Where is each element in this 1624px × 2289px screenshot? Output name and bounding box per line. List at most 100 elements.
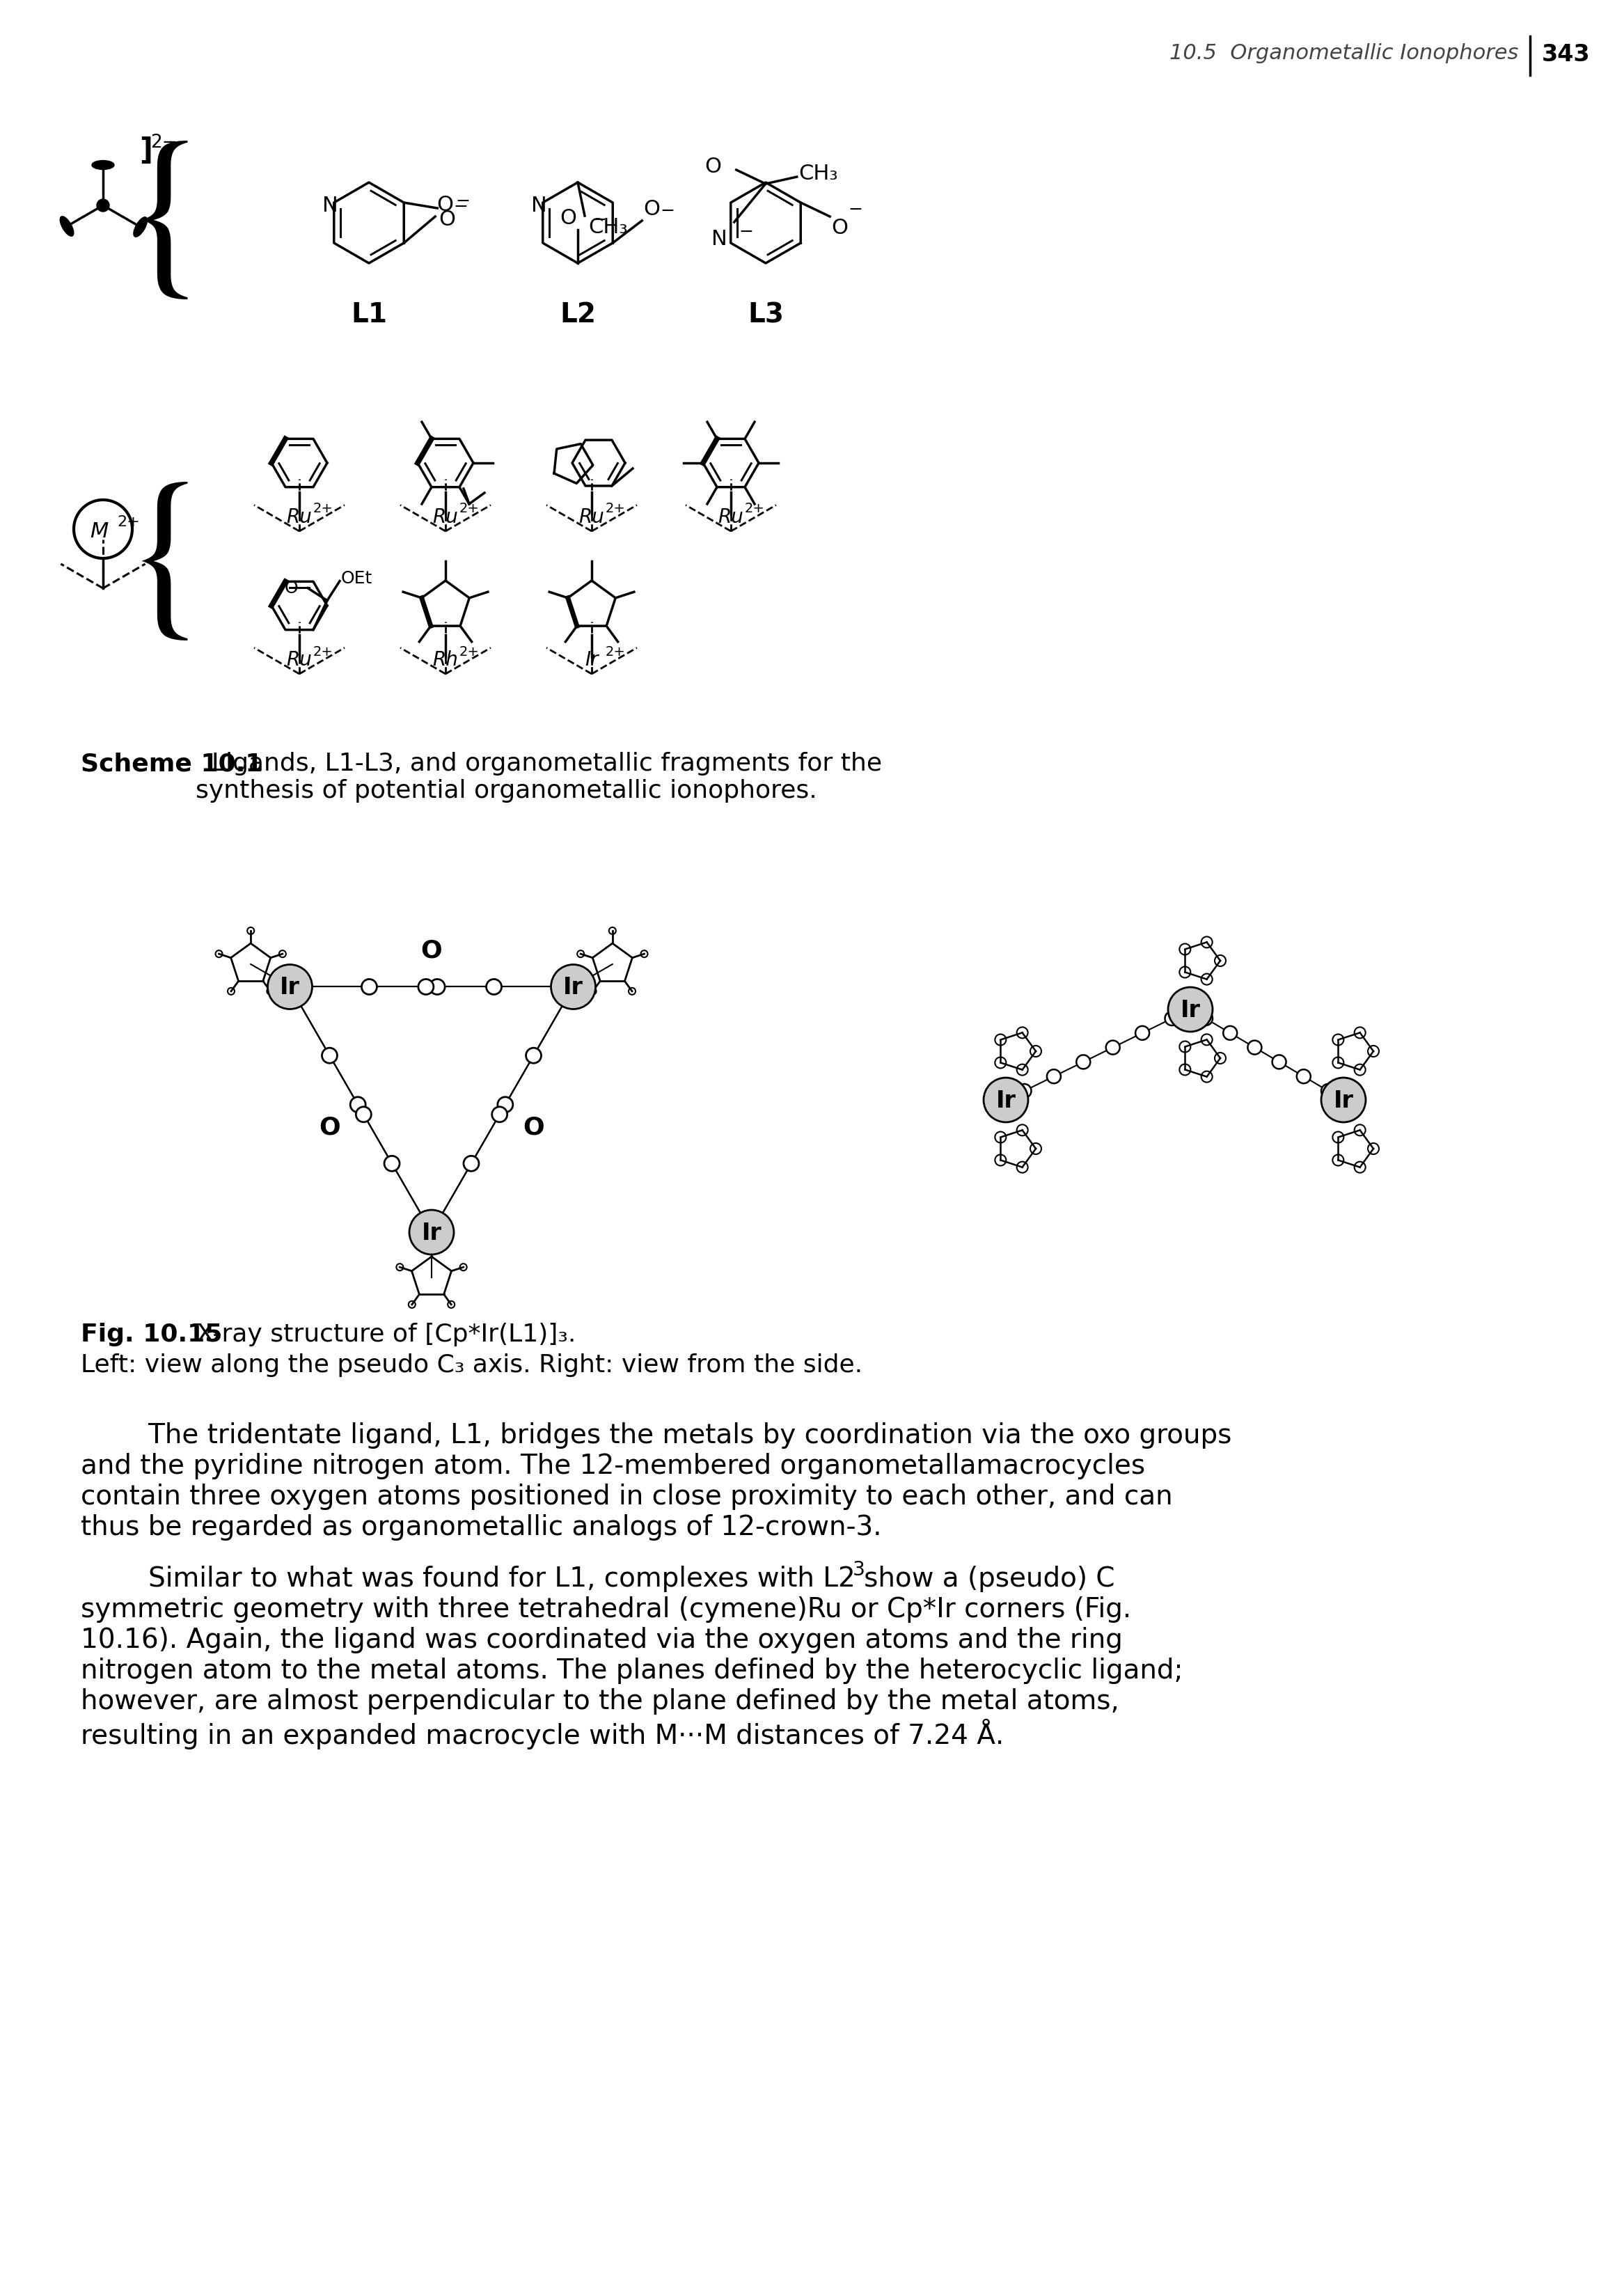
Text: Ru: Ru bbox=[286, 650, 312, 671]
Circle shape bbox=[1179, 966, 1190, 977]
Circle shape bbox=[1333, 1154, 1343, 1165]
Circle shape bbox=[492, 1108, 507, 1122]
Circle shape bbox=[429, 1241, 435, 1248]
Circle shape bbox=[1247, 1041, 1262, 1055]
Circle shape bbox=[996, 1154, 1007, 1165]
Circle shape bbox=[430, 980, 445, 993]
Text: Similar to what was found for L1, complexes with L2 show a (pseudo) C: Similar to what was found for L1, comple… bbox=[122, 1566, 1114, 1593]
Text: symmetric geometry with three tetrahedral (cymene)Ru or Cp*Ir corners (Fig.: symmetric geometry with three tetrahedra… bbox=[81, 1595, 1132, 1623]
Circle shape bbox=[247, 927, 255, 934]
Text: Ir: Ir bbox=[585, 650, 599, 671]
Circle shape bbox=[419, 980, 434, 993]
Ellipse shape bbox=[93, 160, 114, 169]
Text: N: N bbox=[711, 229, 728, 250]
Text: Rh: Rh bbox=[432, 650, 458, 671]
Text: O: O bbox=[523, 1115, 544, 1140]
Circle shape bbox=[577, 950, 585, 957]
Text: Ru: Ru bbox=[718, 508, 744, 526]
Circle shape bbox=[1333, 1131, 1343, 1142]
Text: 3: 3 bbox=[853, 1561, 864, 1579]
Text: O: O bbox=[560, 208, 577, 229]
Text: −: − bbox=[739, 224, 754, 240]
Circle shape bbox=[1179, 1041, 1190, 1053]
Circle shape bbox=[216, 950, 222, 957]
Circle shape bbox=[1215, 1053, 1226, 1064]
Circle shape bbox=[1354, 1028, 1366, 1039]
Text: OEt: OEt bbox=[341, 570, 372, 586]
Circle shape bbox=[628, 989, 635, 996]
Circle shape bbox=[996, 1058, 1007, 1069]
Circle shape bbox=[1354, 1064, 1366, 1076]
Circle shape bbox=[1164, 1012, 1179, 1025]
Circle shape bbox=[1354, 1124, 1366, 1135]
Circle shape bbox=[463, 1156, 479, 1172]
Circle shape bbox=[409, 1300, 416, 1307]
Text: 2+: 2+ bbox=[606, 645, 625, 659]
Ellipse shape bbox=[60, 217, 73, 236]
Circle shape bbox=[1333, 1035, 1343, 1046]
Circle shape bbox=[1030, 1142, 1041, 1154]
Circle shape bbox=[1179, 1064, 1190, 1076]
Text: 10.5  Organometallic Ionophores: 10.5 Organometallic Ionophores bbox=[1169, 43, 1518, 64]
Circle shape bbox=[1223, 1025, 1237, 1039]
Text: O: O bbox=[831, 217, 848, 238]
Circle shape bbox=[1179, 943, 1190, 955]
Text: O: O bbox=[437, 195, 453, 215]
Text: Ir: Ir bbox=[422, 1222, 442, 1245]
Text: 343: 343 bbox=[1541, 43, 1590, 66]
Circle shape bbox=[1017, 1064, 1028, 1076]
Circle shape bbox=[996, 1131, 1007, 1142]
Text: Ligands, L1-L3, and organometallic fragments for the
synthesis of potential orga: Ligands, L1-L3, and organometallic fragm… bbox=[195, 751, 882, 803]
Circle shape bbox=[1106, 1041, 1121, 1055]
Text: The tridentate ligand, L1, bridges the metals by coordination via the oxo groups: The tridentate ligand, L1, bridges the m… bbox=[122, 1421, 1231, 1449]
Text: O: O bbox=[284, 579, 297, 597]
Text: O: O bbox=[438, 211, 455, 229]
Text: −: − bbox=[659, 204, 674, 220]
Circle shape bbox=[1367, 1046, 1379, 1058]
Circle shape bbox=[526, 1048, 541, 1062]
Circle shape bbox=[1202, 1071, 1213, 1083]
Circle shape bbox=[1135, 1025, 1150, 1039]
Text: −: − bbox=[453, 199, 468, 215]
Text: Ir: Ir bbox=[564, 975, 583, 998]
Circle shape bbox=[385, 1156, 400, 1172]
Text: Ru: Ru bbox=[432, 508, 458, 526]
Circle shape bbox=[362, 980, 377, 993]
Circle shape bbox=[1017, 1124, 1028, 1135]
Text: however, are almost perpendicular to the plane defined by the metal atoms,: however, are almost perpendicular to the… bbox=[81, 1689, 1119, 1714]
Circle shape bbox=[322, 1048, 338, 1062]
Text: {: { bbox=[123, 481, 211, 648]
Circle shape bbox=[497, 1096, 513, 1112]
Text: N: N bbox=[531, 197, 547, 215]
Text: resulting in an expanded macrocycle with M···M distances of 7.24 Å.: resulting in an expanded macrocycle with… bbox=[81, 1719, 1004, 1749]
Circle shape bbox=[266, 989, 274, 996]
Circle shape bbox=[279, 950, 286, 957]
Circle shape bbox=[1202, 936, 1213, 948]
Text: X-ray structure of [Cp*Ir(L1)]₃.: X-ray structure of [Cp*Ir(L1)]₃. bbox=[188, 1323, 577, 1346]
Circle shape bbox=[97, 199, 109, 211]
Text: Fig. 10.15: Fig. 10.15 bbox=[81, 1323, 222, 1346]
Text: −: − bbox=[848, 201, 862, 217]
Text: CH₃: CH₃ bbox=[588, 217, 627, 238]
Circle shape bbox=[1354, 1161, 1366, 1172]
Text: 2+: 2+ bbox=[606, 501, 625, 515]
Text: {: { bbox=[123, 140, 211, 307]
Circle shape bbox=[1296, 1069, 1311, 1083]
Circle shape bbox=[1202, 1035, 1213, 1046]
Circle shape bbox=[1077, 1055, 1090, 1069]
Text: 2+: 2+ bbox=[117, 515, 140, 529]
Circle shape bbox=[1322, 1078, 1366, 1122]
Text: O: O bbox=[643, 199, 659, 220]
Text: L1: L1 bbox=[351, 302, 387, 327]
Circle shape bbox=[351, 1096, 365, 1112]
Ellipse shape bbox=[133, 217, 148, 236]
Text: 2+: 2+ bbox=[313, 645, 333, 659]
Circle shape bbox=[1202, 973, 1213, 984]
Text: CH₃: CH₃ bbox=[799, 165, 838, 183]
Circle shape bbox=[609, 927, 615, 934]
Circle shape bbox=[1333, 1058, 1343, 1069]
Circle shape bbox=[1017, 1028, 1028, 1039]
Circle shape bbox=[396, 1264, 403, 1270]
Circle shape bbox=[1030, 1046, 1041, 1058]
Text: O: O bbox=[318, 1115, 341, 1140]
